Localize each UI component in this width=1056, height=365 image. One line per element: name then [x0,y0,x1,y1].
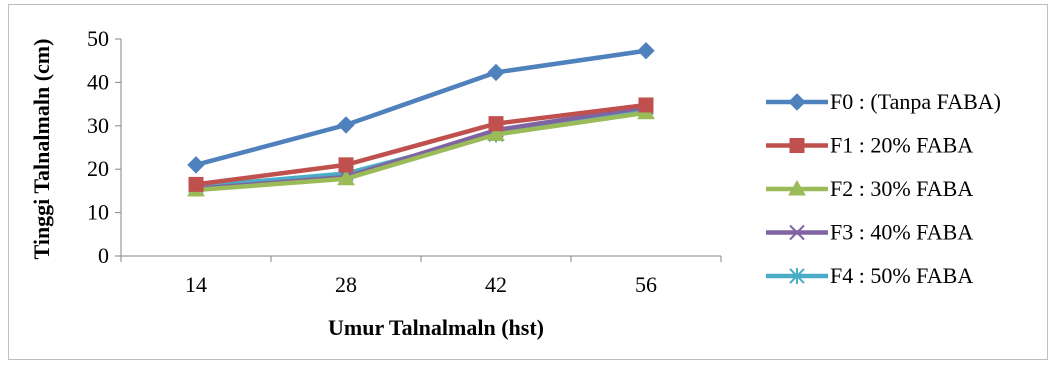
line-chart: 0 10 20 30 40 50 14 28 42 56 F0 : (Tanpa FABA) F1… [29,26,1001,340]
legend-label: F2 : 30% FABA [830,176,973,201]
legend-item: F2 : 30% FABA [766,176,973,201]
legend-marker [789,224,805,241]
legend-marker [789,138,805,153]
series-line [195,102,647,187]
data-point [337,169,355,186]
y-axis: 0 10 20 30 40 50 [87,26,122,268]
x-tick-label: 56 [635,272,657,297]
y-axis-title: Tinggi Talnalmaln (cm) [29,39,54,260]
legend-marker [789,268,805,284]
y-tick-label: 30 [87,113,109,138]
legend-marker [788,179,806,196]
y-tick-label: 20 [87,156,109,181]
series-line [195,48,647,168]
legend-label: F0 : (Tanpa FABA) [830,89,1001,114]
legend-label: F1 : 20% FABA [830,133,973,158]
legend-item: F3 : 40% FABA [766,220,973,245]
legend-item: F4 : 50% FABA [766,263,973,288]
data-point [337,116,355,134]
data-point [487,125,505,141]
legend-label: F4 : 50% FABA [830,263,973,288]
data-point [187,156,205,174]
legend-item: F1 : 20% FABA [766,133,973,158]
y-tick-label: 40 [87,69,109,94]
x-axis: 14 28 42 56 [120,255,722,297]
legend-label: F3 : 40% FABA [830,220,973,245]
data-point [637,42,655,60]
data-point [338,157,354,173]
legend-item: F0 : (Tanpa FABA) [766,89,1001,114]
y-tick-label: 10 [87,200,109,225]
series-layer [187,42,655,197]
x-tick-label: 42 [485,272,507,297]
x-tick-label: 14 [185,272,207,297]
x-tick-label: 28 [335,272,357,297]
data-point [638,97,654,113]
data-point [487,63,505,82]
series-line [195,110,647,193]
data-point [188,176,204,192]
series [188,97,654,192]
data-point [488,116,504,132]
legend: F0 : (Tanpa FABA) F1 : 20% FABA F2 : 30% F… [766,89,1001,288]
y-tick-label: 0 [98,243,109,268]
x-axis-title: Umur Talnalmaln (hst) [328,315,544,340]
legend-marker [788,93,806,111]
series [187,42,655,174]
y-tick-label: 50 [87,26,109,51]
chart-frame: 0 10 20 30 40 50 14 28 42 56 F0 : (Tanpa FABA) F1… [8,4,1048,360]
